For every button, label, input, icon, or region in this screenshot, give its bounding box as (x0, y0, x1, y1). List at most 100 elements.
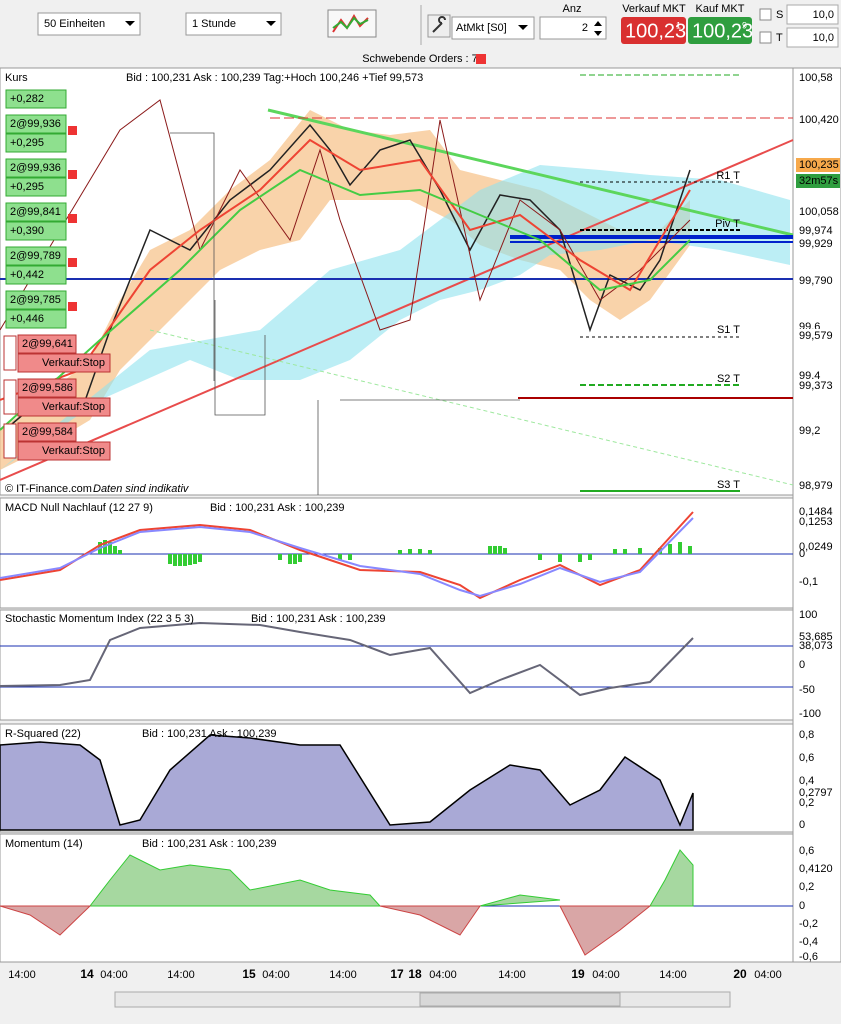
buy-pip: 9 (742, 20, 747, 30)
axis-label: 98,979 (799, 480, 833, 492)
scroll-thumb[interactable] (419, 992, 621, 1007)
axis-label: 99,579 (799, 330, 833, 342)
axis-label: 99,2 (799, 425, 820, 437)
order-box[interactable] (5, 89, 67, 109)
axis-label: 0 (799, 659, 805, 671)
order-box[interactable] (17, 441, 111, 461)
time-label: 14:00 (498, 969, 526, 981)
time-label: 14:00 (8, 969, 36, 981)
sell-button[interactable] (621, 17, 686, 44)
axis-label-box (796, 113, 840, 127)
label: 50 Einheiten (44, 18, 105, 30)
time-label: 15 (242, 967, 256, 981)
order-label: +0,282 (10, 93, 44, 105)
time-label: 04:00 (592, 969, 620, 981)
units-dropdown[interactable] (37, 12, 141, 36)
order-label: 2@99,785 (10, 294, 61, 306)
buy-button[interactable] (688, 17, 752, 44)
order-box[interactable] (5, 265, 67, 285)
order-label: Verkauf:Stop (42, 445, 105, 457)
close-icon[interactable] (476, 54, 486, 64)
axis-label: 0,6 (799, 845, 814, 857)
order-label: 2@99,586 (22, 382, 73, 394)
panel-title: MACD Null Nachlauf (12 27 9) (5, 502, 153, 514)
momentum-negative (0, 905, 652, 956)
order-label: +0,446 (10, 313, 44, 325)
axis-label-box (796, 274, 840, 288)
cancel-icon[interactable] (68, 126, 77, 135)
axis-label-box (796, 786, 840, 800)
axis-label: 99,373 (799, 380, 833, 392)
target-input[interactable] (786, 27, 839, 48)
order-box[interactable] (17, 353, 111, 373)
spinner[interactable] (594, 21, 602, 36)
target-checkbox[interactable] (759, 31, 772, 44)
dropdown-arrow (266, 21, 276, 26)
disclaimer: Daten sind indikativ (93, 483, 190, 495)
axis-label: 0,4 (799, 775, 814, 787)
order-box[interactable] (5, 246, 67, 266)
move-icon[interactable] (3, 379, 17, 415)
stop-checkbox[interactable] (759, 8, 772, 21)
axis-label-box (796, 205, 840, 219)
axis-label: -0,2 (799, 918, 818, 930)
cancel-icon[interactable] (68, 258, 77, 267)
order-box[interactable] (5, 158, 67, 178)
order-box[interactable] (17, 334, 77, 354)
axis-label: 0 (799, 900, 805, 912)
order-box[interactable] (17, 378, 77, 398)
axis-label: 0 (799, 819, 805, 831)
price-line (4, 123, 691, 431)
order-box[interactable] (5, 202, 67, 222)
rsquared-area (0, 734, 694, 831)
cancel-icon[interactable] (68, 170, 77, 179)
axis-label: 0,2 (799, 881, 814, 893)
label: Anz (563, 3, 582, 15)
pivot-label: Piv T (715, 218, 740, 230)
label: AtMkt [S0] (456, 22, 507, 34)
move-icon[interactable] (3, 335, 17, 371)
order-label: 2@99,841 (10, 206, 61, 218)
order-box[interactable] (5, 290, 67, 310)
axis-label: 100,235 (799, 159, 839, 171)
axis-label: 99,974 (799, 225, 833, 237)
panel-info: Bid : 100,231 Ask : 100,239 (251, 613, 386, 625)
order-box[interactable] (5, 114, 67, 134)
time-label: 14:00 (329, 969, 357, 981)
cancel-icon[interactable] (68, 302, 77, 311)
chart-style-button[interactable] (327, 9, 377, 38)
order-label: 2@99,584 (22, 426, 73, 438)
time-label: 14:00 (167, 969, 195, 981)
quantity-input[interactable] (539, 16, 607, 40)
axis-label: 0,4120 (799, 863, 833, 875)
axis-label: 99,790 (799, 275, 833, 287)
axis-label: 53,685 (799, 631, 833, 643)
order-box[interactable] (5, 309, 67, 329)
axis-label: 0,1484 (799, 506, 833, 518)
axis-label: 0,2797 (799, 787, 833, 799)
order-box[interactable] (5, 221, 67, 241)
order-box[interactable] (17, 397, 111, 417)
order-box[interactable] (5, 177, 67, 197)
order-type-dropdown[interactable] (451, 16, 535, 40)
interval-dropdown[interactable] (185, 12, 282, 36)
order-box[interactable] (17, 422, 77, 442)
copyright: © IT-Finance.com (5, 483, 92, 495)
average-line (0, 168, 691, 431)
move-icon[interactable] (3, 423, 17, 459)
label: Schwebende Orders : 7 (362, 53, 478, 65)
time-label: 20 (733, 967, 747, 981)
pivot-label: R1 T (716, 170, 740, 182)
order-label: 2@99,641 (22, 338, 73, 350)
stop-input[interactable] (786, 4, 839, 25)
axis-label: -0,6 (799, 951, 818, 963)
cancel-icon[interactable] (68, 214, 77, 223)
axis-label: 0,2 (799, 797, 814, 809)
stochastic-panel (0, 609, 794, 721)
axis-label-box (796, 630, 840, 644)
time-label: 18 (408, 967, 422, 981)
grid-box (170, 132, 520, 495)
order-box[interactable] (5, 133, 67, 153)
